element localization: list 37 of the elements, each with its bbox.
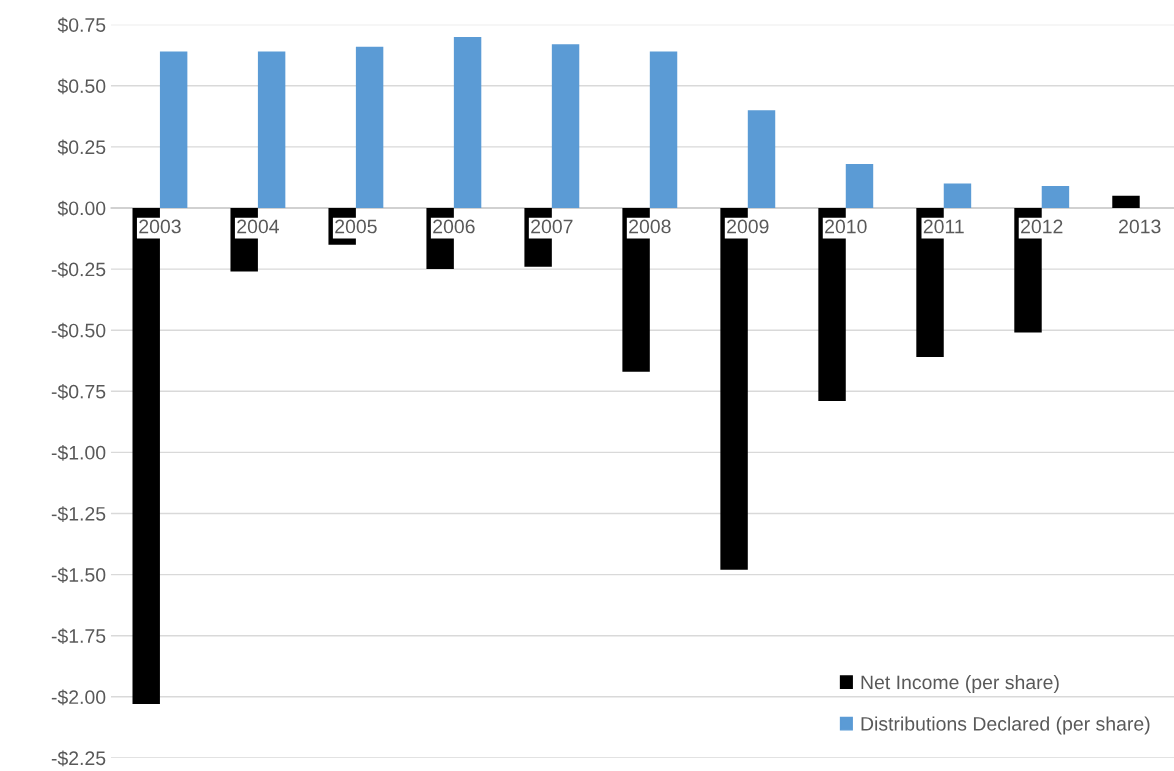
y-tick-label: -$1.25 xyxy=(51,506,106,522)
x-tick-label: 2009 xyxy=(727,219,769,234)
bar xyxy=(355,46,384,208)
x-tick-label: 2006 xyxy=(433,219,475,234)
legend-label: Distributions Declared (per share) xyxy=(861,716,1150,735)
x-tick-label: 2007 xyxy=(531,219,573,234)
bar xyxy=(257,51,286,208)
legend-label: Net Income (per share) xyxy=(861,674,1059,694)
bar xyxy=(943,183,972,208)
x-tick-label: 2008 xyxy=(629,219,671,234)
y-tick-label: -$2.00 xyxy=(51,689,106,706)
y-tick-label: -$0.75 xyxy=(51,383,106,400)
x-tick-label: 2011 xyxy=(923,219,964,234)
y-tick-label: $0.75 xyxy=(57,17,106,34)
y-tick-label: -$1.75 xyxy=(51,628,106,645)
x-tick-label: 2013 xyxy=(1119,219,1161,234)
y-tick-label: $0.00 xyxy=(57,200,106,217)
x-tick-label: 2005 xyxy=(335,219,377,234)
bar xyxy=(551,44,580,208)
bar xyxy=(649,51,678,208)
y-tick-label: -$0.25 xyxy=(51,261,106,278)
x-tick-label: 2010 xyxy=(825,219,867,234)
y-tick-label: $0.50 xyxy=(57,78,106,95)
bar xyxy=(845,163,874,208)
y-tick-label: -$1.00 xyxy=(51,445,106,461)
bar xyxy=(1112,195,1140,208)
y-tick-label: $0.25 xyxy=(57,139,106,156)
x-tick-label: 2012 xyxy=(1021,219,1063,234)
y-tick-label: -$1.50 xyxy=(51,567,106,583)
y-tick-label: -$2.25 xyxy=(51,750,106,767)
bar xyxy=(747,110,776,208)
x-tick-label: 2003 xyxy=(139,219,181,234)
bar xyxy=(1041,185,1070,208)
x-tick-label: 2004 xyxy=(237,219,279,234)
y-tick-label: -$0.50 xyxy=(51,322,106,339)
bar xyxy=(159,51,188,208)
bar xyxy=(453,36,482,208)
